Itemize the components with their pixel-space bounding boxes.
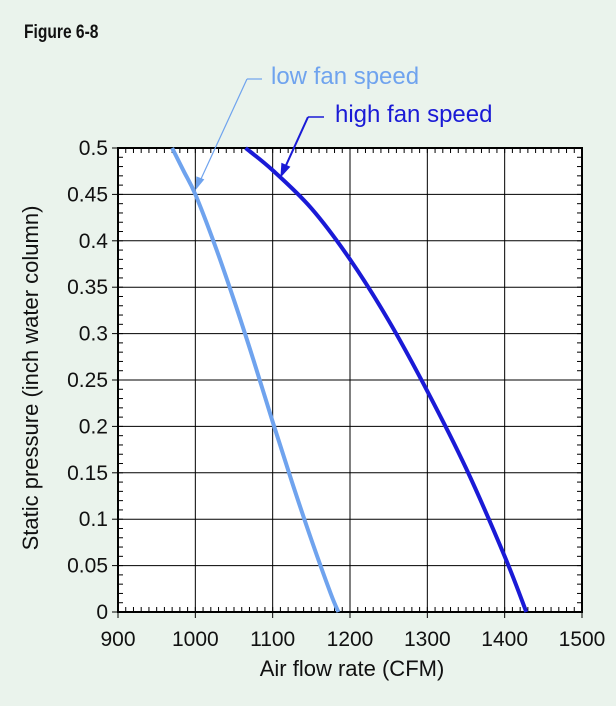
x-tick-label: 1000 xyxy=(172,628,219,651)
y-tick-label: 0.1 xyxy=(79,508,108,531)
x-tick-label: 1500 xyxy=(559,628,606,651)
x-tick-label: 1300 xyxy=(404,628,451,651)
x-tick-label: 1100 xyxy=(250,628,295,651)
legend-pointer-low xyxy=(199,78,248,181)
y-tick-label: 0.45 xyxy=(67,183,108,206)
legend-label-low-fan-speed: low fan speed xyxy=(271,63,419,90)
y-tick-label: 0.5 xyxy=(79,137,108,160)
y-axis-ticks: 0 0.05 0.1 0.15 0.2 0.25 0.3 0.35 0.4 0.45 0.5 xyxy=(67,137,118,624)
series-layer xyxy=(170,146,529,613)
x-axis-ticks: 900 1000 1100 1200 1300 1400 1500 xyxy=(100,612,605,651)
y-tick-label: 0.35 xyxy=(67,276,108,299)
y-tick-label: 0.05 xyxy=(67,555,108,578)
figure-label: Figure 6-8 xyxy=(24,22,99,43)
x-tick-label: 900 xyxy=(100,628,135,651)
y-tick-label: 0 xyxy=(96,601,108,624)
legend-pointer-high xyxy=(284,116,309,168)
x-axis-title: Air flow rate (CFM) xyxy=(260,656,445,681)
y-tick-label: 0.4 xyxy=(79,230,109,253)
series-line-low-fan-speed xyxy=(170,147,341,613)
legend-arrowhead-high xyxy=(280,162,291,178)
x-tick-label: 1200 xyxy=(327,628,374,651)
y-tick-label: 0.3 xyxy=(79,323,108,346)
y-tick-label: 0.25 xyxy=(67,369,108,392)
y-axis-title: Static pressure (inch water column) xyxy=(18,206,43,551)
y-tick-label: 0.15 xyxy=(67,462,108,485)
y-tick-label: 0.2 xyxy=(79,415,108,438)
x-tick-label: 1400 xyxy=(481,628,528,651)
series-line-high-fan-speed xyxy=(244,146,529,613)
legend-arrowhead-low xyxy=(195,176,205,191)
legend: low fan speed high fan speed xyxy=(195,63,492,191)
legend-label-high-fan-speed: high fan speed xyxy=(335,101,492,128)
